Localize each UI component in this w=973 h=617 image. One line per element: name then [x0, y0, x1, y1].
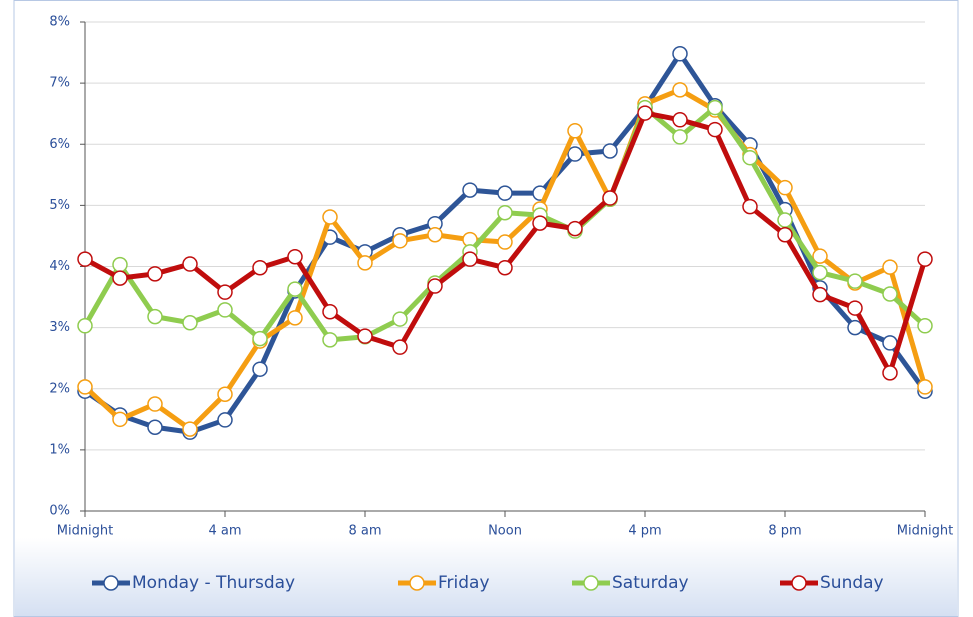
point	[392, 339, 408, 355]
point	[672, 112, 688, 128]
point	[462, 182, 478, 198]
point	[217, 284, 233, 300]
point	[357, 328, 373, 344]
point	[357, 255, 373, 271]
point	[777, 226, 793, 243]
point	[812, 248, 828, 264]
point	[637, 105, 653, 121]
point	[252, 361, 268, 377]
point	[217, 412, 233, 428]
point	[112, 256, 128, 273]
point	[252, 259, 268, 276]
point	[497, 259, 513, 276]
y-tick-label: 7%	[49, 76, 70, 91]
point	[147, 266, 163, 282]
legend-marker	[583, 575, 599, 591]
point	[427, 278, 443, 294]
point	[882, 259, 898, 275]
x-tick-label: Midnight	[897, 524, 954, 539]
point	[497, 185, 513, 201]
point	[497, 204, 513, 221]
point	[77, 379, 93, 395]
point	[777, 212, 793, 228]
point	[147, 308, 163, 325]
point	[77, 251, 93, 267]
point	[567, 123, 583, 139]
x-tick-label: 8 pm	[768, 524, 801, 539]
legend-marker	[103, 575, 119, 591]
y-tick-label: 0%	[49, 504, 70, 519]
point	[392, 311, 408, 327]
point	[777, 179, 793, 196]
point	[672, 46, 688, 62]
legend-marker	[791, 575, 807, 591]
legend-label: Sunday	[820, 573, 884, 593]
frame	[13, 0, 959, 617]
point	[567, 220, 583, 237]
point	[147, 396, 163, 412]
point	[427, 226, 443, 243]
point	[182, 314, 198, 331]
legend-label: Friday	[438, 573, 490, 593]
point	[252, 330, 268, 347]
point	[217, 386, 233, 403]
y-tick-label: 4%	[49, 259, 70, 274]
point	[742, 198, 758, 215]
point	[602, 143, 618, 159]
point	[217, 302, 233, 318]
legend-label: Monday - Thursday	[132, 573, 295, 593]
point	[182, 256, 198, 272]
point	[392, 233, 408, 249]
y-tick-label: 8%	[49, 15, 70, 30]
point	[882, 335, 898, 351]
series-line	[82, 105, 927, 343]
legend-marker	[409, 575, 425, 591]
point	[602, 190, 618, 206]
point	[147, 419, 163, 436]
point	[462, 251, 478, 267]
x-tick-label: 4 am	[208, 524, 241, 539]
point	[77, 318, 93, 334]
x-tick-label: Midnight	[57, 524, 114, 539]
point	[112, 270, 128, 286]
point	[812, 286, 828, 303]
point	[567, 146, 583, 162]
point	[847, 319, 863, 336]
y-tick-label: 3%	[49, 320, 70, 335]
point	[917, 251, 933, 267]
y-tick-label: 5%	[49, 198, 70, 213]
x-tick-label: 4 pm	[628, 524, 661, 539]
point	[882, 286, 898, 302]
point	[287, 310, 303, 326]
point	[322, 332, 338, 348]
point	[532, 215, 548, 231]
point	[672, 82, 688, 98]
point	[322, 303, 338, 320]
point	[742, 149, 758, 166]
point	[497, 234, 513, 250]
point	[672, 129, 688, 145]
point	[182, 421, 198, 437]
point	[917, 379, 933, 395]
point	[812, 264, 828, 281]
y-tick-label: 2%	[49, 381, 70, 396]
point	[847, 273, 863, 289]
legend-label: Saturday	[612, 573, 689, 593]
x-tick-label: 8 am	[348, 524, 381, 539]
point	[112, 411, 128, 428]
y-tick-label: 1%	[49, 442, 70, 457]
point	[882, 365, 898, 381]
point	[917, 318, 933, 334]
x-tick-label: Noon	[488, 524, 522, 539]
point	[707, 99, 723, 116]
point	[707, 121, 723, 138]
plot: 0% 1% 2% 3% 4% 5% 6% 7% 8% Midnight 4 am 8 am Noon 4 …	[49, 15, 953, 594]
y-tick-label: 6%	[49, 137, 70, 152]
point	[287, 281, 303, 297]
point	[322, 209, 338, 225]
point	[847, 300, 863, 316]
point	[287, 248, 303, 265]
